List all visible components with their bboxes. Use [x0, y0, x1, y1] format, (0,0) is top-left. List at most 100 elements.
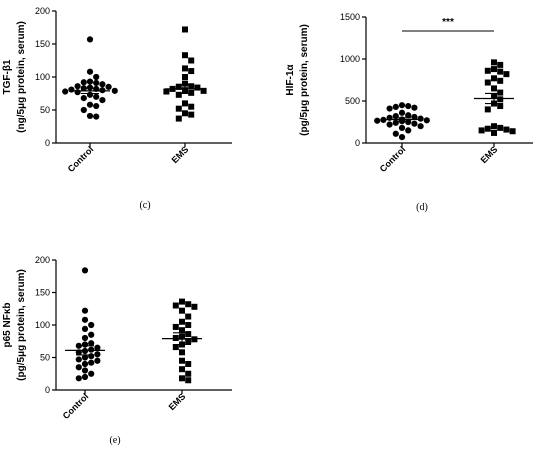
data-point [188, 57, 195, 64]
caption-c: (c) [139, 200, 151, 211]
y-tick-label: 0 [355, 138, 360, 148]
y-axis-label: (ng/5μg protein, serum) [16, 21, 27, 133]
data-point [491, 85, 497, 92]
data-point [175, 115, 182, 122]
data-point [182, 52, 188, 59]
chart-panel-e: 0 50 100 150 200 Control EMS p65 NFκb (pg/5μg pr… [2, 255, 232, 421]
data-point [411, 113, 418, 121]
data-point [68, 86, 75, 93]
data-point [497, 89, 504, 96]
data-point [185, 331, 192, 338]
data-point [411, 120, 418, 127]
data-point [398, 102, 406, 109]
data-point [175, 91, 182, 98]
data-point [88, 321, 95, 329]
data-point [374, 117, 381, 124]
data-point [88, 370, 95, 377]
data-point [81, 316, 89, 323]
data-point [484, 79, 491, 86]
y-tick-label: 50 [40, 105, 50, 115]
y-axis-label: TGF-β1 [2, 59, 13, 94]
data-point [179, 298, 185, 305]
data-point [417, 123, 424, 130]
data-point [497, 77, 504, 84]
data-point [94, 357, 101, 364]
data-point [484, 125, 491, 132]
data-point [81, 373, 89, 381]
y-tick-label: 0 [45, 138, 50, 148]
data-point [99, 97, 106, 104]
caption-d: (d) [416, 202, 428, 213]
data-point [484, 106, 491, 113]
data-point [172, 323, 179, 330]
data-point [188, 83, 195, 90]
data-point [179, 318, 185, 325]
data-point [80, 106, 87, 114]
data-point [188, 89, 195, 96]
data-point [188, 111, 195, 118]
data-point [80, 95, 87, 102]
data-point [386, 105, 393, 112]
y-tick-label: 1000 [340, 54, 360, 64]
data-point [81, 325, 89, 332]
data-point [491, 59, 497, 66]
data-point [509, 128, 516, 135]
data-point [86, 112, 94, 120]
category-label: Control [66, 144, 96, 174]
data-point [80, 79, 87, 86]
data-point [179, 327, 185, 334]
category-label: Control [378, 144, 408, 174]
data-point [386, 121, 393, 128]
caption-e: (e) [109, 435, 121, 446]
data-point [194, 84, 201, 91]
data-point [405, 112, 412, 119]
data-point [185, 377, 192, 384]
category-label: EMS [170, 144, 191, 165]
data-point [478, 127, 485, 134]
data-point [484, 67, 491, 74]
data-point [503, 126, 510, 133]
data-point [491, 66, 497, 73]
category-label: EMS [479, 144, 500, 165]
data-point [81, 334, 89, 342]
data-point [392, 103, 399, 110]
data-point [185, 361, 192, 367]
y-tick-label: 200 [35, 255, 50, 265]
data-point [88, 353, 95, 360]
data-point [491, 123, 497, 130]
data-point [182, 26, 188, 33]
data-point [88, 331, 95, 338]
data-point [398, 109, 406, 116]
data-point [94, 344, 101, 351]
data-point [491, 129, 497, 136]
data-point [185, 338, 192, 345]
category-label: Control [61, 391, 91, 421]
data-point [497, 96, 504, 103]
y-tick-label: 500 [345, 96, 360, 106]
data-point [74, 89, 81, 96]
data-point [411, 104, 418, 111]
data-point [99, 87, 106, 94]
y-axis-label: HIF-1α [285, 64, 296, 96]
data-point [423, 117, 430, 124]
data-point [405, 118, 412, 126]
data-point [503, 71, 510, 78]
data-point [497, 103, 504, 110]
data-point [81, 360, 89, 368]
data-point [179, 375, 185, 382]
data-point [175, 105, 182, 112]
data-point [88, 340, 95, 347]
data-point [182, 65, 188, 72]
data-point [200, 87, 207, 94]
data-point [188, 68, 195, 75]
data-point [111, 87, 118, 94]
data-point [491, 75, 497, 82]
data-point [81, 354, 89, 361]
data-point [398, 134, 406, 141]
data-point [188, 103, 195, 110]
y-tick-label: 1500 [340, 12, 360, 22]
data-point [75, 375, 82, 382]
category-label: EMS [167, 391, 188, 412]
data-point [81, 307, 89, 314]
data-point [93, 102, 100, 110]
